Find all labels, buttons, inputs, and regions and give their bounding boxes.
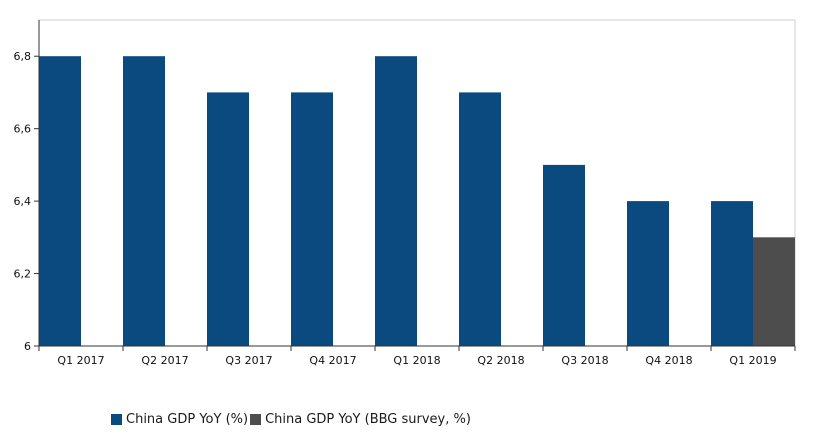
bar-gdp-q4-2017 (291, 92, 333, 347)
y-tick-label: 6 (24, 340, 31, 353)
bars-group (39, 56, 795, 347)
bar-gdp-q1-2018 (375, 56, 417, 346)
x-tick-label: Q3 2017 (225, 354, 272, 367)
legend-swatch-bbg (250, 413, 262, 425)
legend-item-bbg: China GDP YoY (BBG survey, %) (250, 412, 471, 427)
x-tick-label: Q1 2019 (729, 354, 776, 367)
y-tick-label: 6,2 (14, 268, 32, 281)
y-axis-ticks: 6 6,2 6,4 6,6 6,8 (14, 50, 39, 353)
legend-item-gdp: China GDP YoY (%) (111, 412, 248, 427)
bar-gdp-q2-2017 (123, 56, 165, 346)
x-tick-label: Q4 2018 (645, 354, 692, 367)
x-tick-label: Q2 2017 (141, 354, 188, 367)
x-tick-label: Q1 2017 (57, 354, 104, 367)
bar-gdp-q4-2018 (627, 201, 669, 346)
legend-swatch-gdp (111, 413, 122, 425)
legend-label-bbg: China GDP YoY (BBG survey, %) (265, 411, 471, 427)
y-tick-label: 6,8 (14, 50, 32, 63)
x-tick-label: Q2 2018 (477, 354, 524, 367)
bar-gdp-q2-2018 (459, 92, 501, 347)
legend-label-gdp: China GDP YoY (%) (126, 411, 249, 427)
bar-gdp-q3-2018 (543, 164, 585, 346)
x-axis-ticks: Q1 2017 Q2 2017 Q3 2017 Q4 2017 Q1 2018 Q2 20… (38, 346, 796, 367)
bar-gdp-q3-2017 (207, 92, 249, 347)
x-tick-label: Q1 2018 (393, 354, 440, 367)
bar-gdp-q1-2017 (39, 56, 81, 346)
x-tick-label: Q4 2017 (309, 354, 356, 367)
y-tick-label: 6,6 (14, 123, 32, 136)
x-tick-label: Q3 2018 (561, 354, 608, 367)
bar-bbg-q1-2019 (753, 237, 795, 346)
y-tick-label: 6,4 (14, 195, 32, 208)
legend: China GDP YoY (%) China GDP YoY (BBG sur… (111, 408, 473, 430)
bar-gdp-q1-2019 (711, 201, 753, 346)
